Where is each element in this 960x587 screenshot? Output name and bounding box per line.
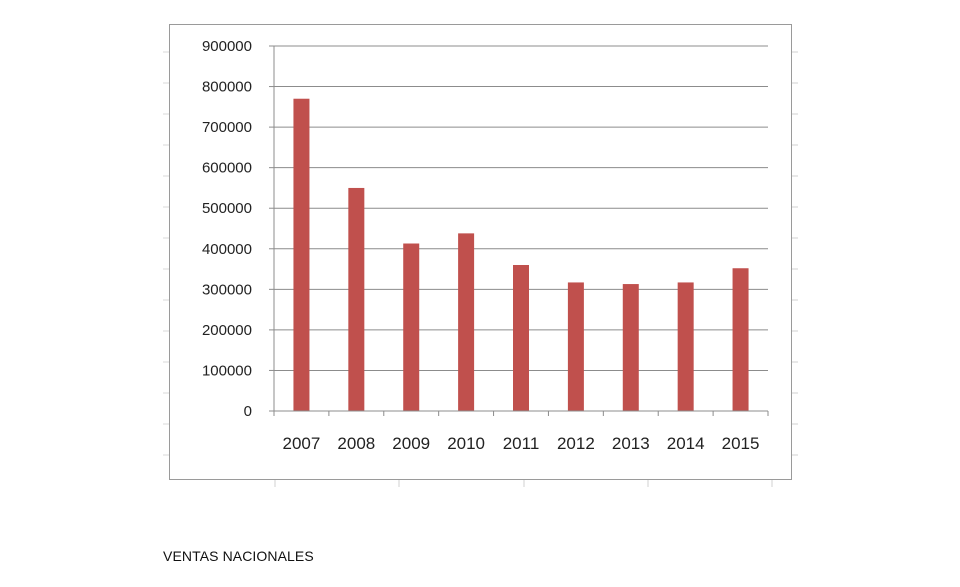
y-tick-label: 800000 (202, 79, 252, 96)
outer-tick-marks (163, 51, 798, 487)
bars (293, 98, 749, 411)
bar-2008 (348, 187, 365, 411)
bar-2015 (732, 268, 749, 411)
x-tick-label: 2010 (447, 434, 485, 453)
x-tick-label: 2012 (557, 434, 595, 453)
x-tick-label: 2011 (503, 434, 540, 453)
bar-2010 (458, 233, 475, 411)
chart-caption: VENTAS NACIONALES (163, 548, 314, 564)
y-tick-label: 0 (244, 403, 252, 420)
x-tick-label: 2013 (612, 434, 650, 453)
y-tick-label: 900000 (202, 38, 252, 55)
x-tick-label: 2015 (722, 434, 760, 453)
y-tick-label: 500000 (202, 200, 252, 217)
bar-2014 (677, 282, 694, 411)
y-tick-label: 600000 (202, 160, 252, 177)
y-tick-label: 400000 (202, 241, 252, 258)
y-tick-labels: 0 100000 200000 300000 400000 500000 600000 700… (202, 38, 252, 420)
y-tick-label: 300000 (202, 281, 252, 298)
x-tick-label: 2008 (337, 434, 375, 453)
y-tick-label: 700000 (202, 119, 252, 136)
x-tick-label: 2014 (667, 434, 705, 453)
bar-2011 (513, 265, 529, 411)
bar-2009 (403, 243, 420, 411)
bar-2013 (622, 284, 639, 411)
axes (269, 45, 769, 416)
y-tick-label: 200000 (202, 322, 252, 339)
y-tick-label: 100000 (202, 362, 252, 379)
x-tick-label: 2009 (392, 434, 430, 453)
x-tick-labels: 2007 2008 2009 2010 2011 2012 2013 2014 2015 (283, 434, 760, 453)
bar-2007 (293, 98, 310, 411)
bar-2012 (567, 282, 584, 411)
x-tick-label: 2007 (283, 434, 321, 453)
